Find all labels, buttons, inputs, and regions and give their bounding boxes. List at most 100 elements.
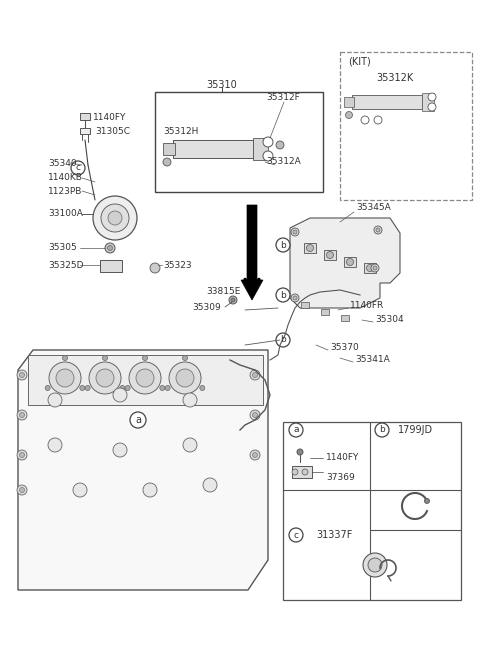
Circle shape [252, 453, 257, 457]
Circle shape [143, 483, 157, 497]
Circle shape [276, 238, 290, 252]
Circle shape [96, 369, 114, 387]
Circle shape [250, 370, 260, 380]
Circle shape [250, 450, 260, 460]
Bar [301, 302, 309, 308]
Circle shape [163, 158, 171, 166]
Circle shape [374, 226, 382, 234]
Text: a: a [293, 426, 299, 434]
Text: 35323: 35323 [163, 261, 192, 269]
Text: 1123PB: 1123PB [48, 187, 83, 195]
Circle shape [80, 386, 85, 390]
Text: 35370: 35370 [330, 343, 359, 352]
Circle shape [103, 356, 108, 360]
Circle shape [289, 528, 303, 542]
Circle shape [276, 141, 284, 149]
Text: 1140KB: 1140KB [48, 174, 83, 183]
Text: c: c [293, 531, 299, 540]
Bar [283, 422, 461, 600]
Text: 35310: 35310 [206, 80, 238, 90]
Circle shape [291, 294, 299, 302]
Circle shape [105, 243, 115, 253]
Circle shape [108, 246, 112, 250]
Circle shape [56, 369, 74, 387]
Circle shape [231, 298, 235, 302]
Bar [155, 92, 323, 192]
Bar [80, 128, 90, 134]
Text: a: a [135, 415, 141, 425]
Circle shape [45, 386, 50, 390]
Circle shape [113, 443, 127, 457]
Circle shape [346, 111, 352, 119]
Bar [163, 143, 175, 155]
Circle shape [371, 264, 379, 272]
Bar [344, 97, 354, 107]
Circle shape [293, 296, 297, 300]
Circle shape [297, 449, 303, 455]
Bar [253, 138, 268, 160]
Circle shape [17, 485, 27, 495]
Circle shape [293, 230, 297, 234]
Circle shape [252, 413, 257, 417]
Text: 35309: 35309 [192, 303, 221, 312]
Text: 31305C: 31305C [95, 128, 130, 136]
Text: 35312F: 35312F [266, 92, 300, 102]
Circle shape [367, 265, 373, 272]
Bar [173, 140, 253, 158]
Circle shape [108, 211, 122, 225]
Text: 35341A: 35341A [355, 356, 390, 364]
Circle shape [71, 161, 85, 175]
Text: (KIT): (KIT) [348, 57, 371, 67]
Circle shape [252, 373, 257, 377]
Circle shape [183, 438, 197, 452]
Circle shape [307, 244, 313, 252]
Circle shape [203, 478, 217, 492]
Text: 35312H: 35312H [163, 128, 198, 136]
Circle shape [17, 370, 27, 380]
Circle shape [136, 369, 154, 387]
Circle shape [428, 93, 436, 101]
Circle shape [120, 386, 125, 390]
Circle shape [347, 259, 353, 265]
Bar [321, 309, 329, 315]
Text: 35340: 35340 [48, 159, 77, 168]
Circle shape [20, 373, 24, 377]
Circle shape [250, 410, 260, 420]
Circle shape [20, 453, 24, 457]
Bar [80, 113, 90, 120]
Circle shape [363, 553, 387, 577]
Text: 35312K: 35312K [376, 73, 413, 83]
Text: 1799JD: 1799JD [398, 425, 433, 435]
Circle shape [292, 469, 298, 475]
Bar [100, 260, 122, 272]
Text: 33100A: 33100A [48, 210, 83, 219]
Text: 33815E: 33815E [206, 288, 240, 297]
Circle shape [165, 386, 170, 390]
Circle shape [183, 393, 197, 407]
Circle shape [48, 393, 62, 407]
Circle shape [169, 362, 201, 394]
Text: 1140FY: 1140FY [93, 113, 126, 122]
Polygon shape [28, 355, 263, 405]
Text: 35325D: 35325D [48, 261, 84, 269]
Bar [292, 466, 312, 478]
Circle shape [276, 333, 290, 347]
Circle shape [289, 423, 303, 437]
Circle shape [113, 388, 127, 402]
Circle shape [89, 362, 121, 394]
Circle shape [62, 356, 68, 360]
Circle shape [361, 116, 369, 124]
Circle shape [375, 423, 389, 437]
Circle shape [176, 369, 194, 387]
Circle shape [49, 362, 81, 394]
Circle shape [20, 413, 24, 417]
Text: 35304: 35304 [375, 316, 404, 324]
Bar [352, 95, 422, 109]
Polygon shape [290, 218, 400, 308]
Circle shape [130, 412, 146, 428]
Text: 1140FY: 1140FY [326, 453, 360, 462]
Bar [344, 257, 356, 267]
Bar [304, 243, 316, 253]
Circle shape [20, 487, 24, 493]
Text: 35345A: 35345A [356, 204, 391, 212]
